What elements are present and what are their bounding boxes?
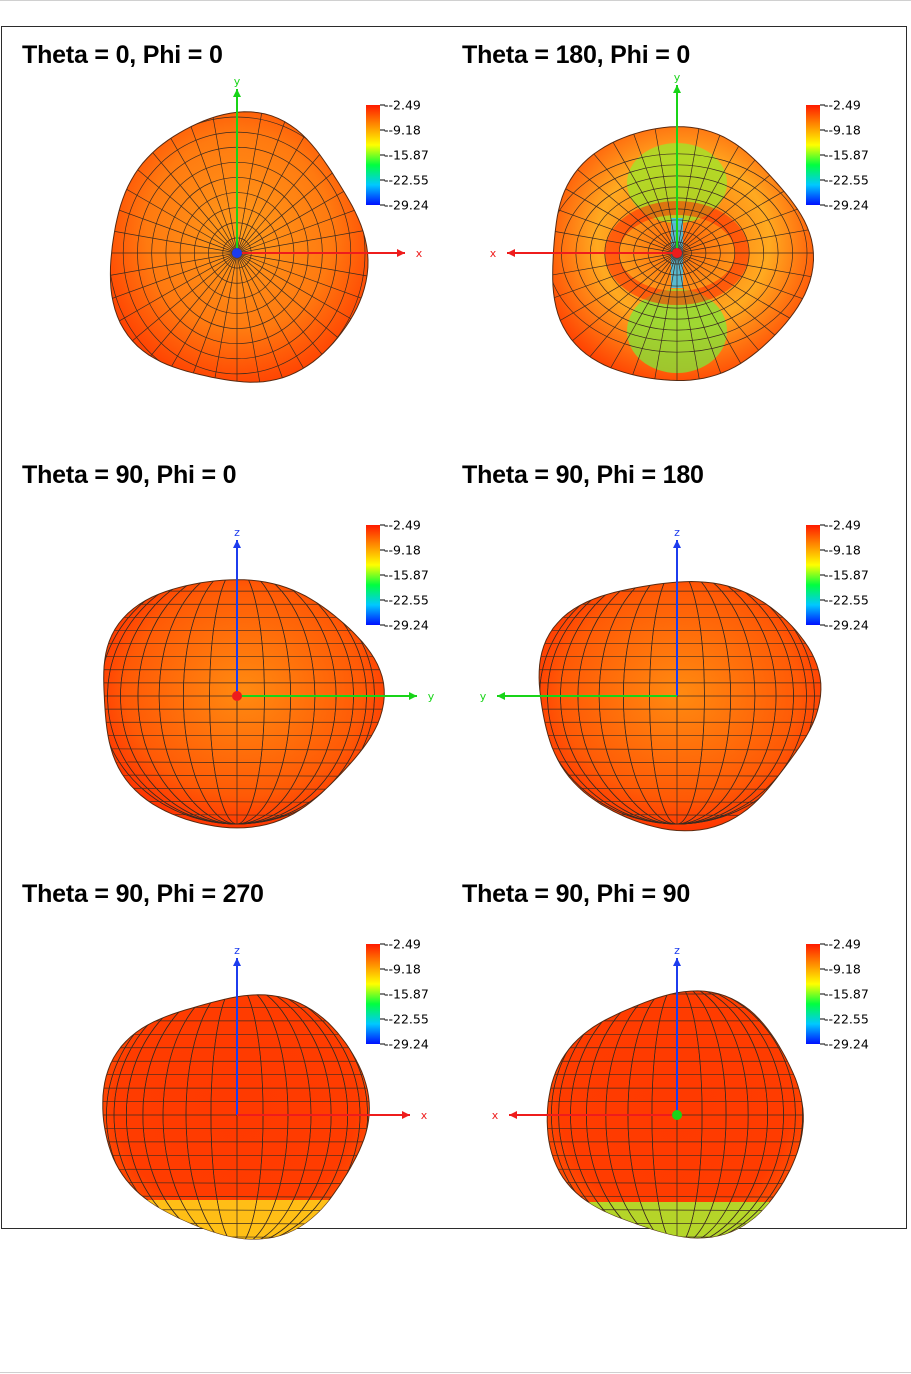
- colorbar-tick-label: --29.24: [384, 1037, 429, 1052]
- horizontal-axis-arrow: [409, 692, 417, 700]
- pattern-plot: y x --2.49 --9.18 --15.87 --22.55 --29.24: [109, 75, 429, 383]
- vertical-axis-label: z: [234, 526, 240, 539]
- vertical-axis-label: y: [674, 71, 681, 84]
- vertical-axis-label: z: [674, 526, 680, 539]
- vertical-axis-label: y: [234, 75, 241, 88]
- surface-mesh: [539, 581, 821, 825]
- figure-frame: Theta = 0, Phi = 0 y x --2.49 --9.18 --15.87 -…: [1, 26, 907, 1240]
- panel-title: Theta = 90, Phi = 0: [22, 461, 237, 489]
- horizontal-axis-label: x: [421, 1109, 428, 1122]
- colorbar-tick-label: --22.55: [384, 173, 429, 188]
- colorbar-tick-label: --2.49: [824, 518, 861, 533]
- colorbar: [806, 105, 820, 205]
- vertical-axis-label: z: [234, 944, 240, 957]
- bottom-rule: [0, 1372, 911, 1373]
- origin-marker: [672, 248, 682, 258]
- colorbar-tick-label: --22.55: [824, 173, 869, 188]
- colorbar: [806, 525, 820, 625]
- vertical-axis-arrow: [233, 958, 241, 966]
- pattern-panel: Theta = 0, Phi = 0 y x --2.49 --9.18 --15.87 -…: [22, 31, 462, 451]
- horizontal-axis-label: y: [480, 690, 487, 703]
- colorbar-tick-label: --29.24: [384, 198, 429, 213]
- horizontal-axis-arrow: [509, 1111, 517, 1119]
- colorbar-tick-label: --15.87: [384, 148, 429, 163]
- vertical-axis-arrow: [233, 89, 241, 97]
- pattern-panel: Theta = 180, Phi = 0 y x --2.49 --9.18 --15.8…: [462, 31, 902, 451]
- colorbar: [366, 944, 380, 1044]
- horizontal-axis-arrow: [497, 692, 505, 700]
- pattern-surface: [538, 580, 822, 832]
- colorbar-tick-label: --2.49: [384, 98, 421, 113]
- colorbar-tick-label: --29.24: [824, 1037, 869, 1052]
- colorbar-tick-label: --9.18: [384, 543, 421, 558]
- colorbar-tick-label: --15.87: [384, 987, 429, 1002]
- colorbar-tick-label: --15.87: [824, 987, 869, 1002]
- colorbar-tick-label: --29.24: [384, 618, 429, 633]
- colorbar-tick-label: --22.55: [824, 1012, 869, 1027]
- pattern-panel: Theta = 90, Phi = 180 z y --2.49 --9.18 --15.…: [462, 451, 902, 871]
- pattern-plot: z x --2.49 --9.18 --15.87 --22.55 --29.24: [102, 937, 429, 1240]
- pattern-panel: Theta = 90, Phi = 90 z x --2.49 --9.18 --15.8…: [462, 870, 902, 1290]
- vertical-axis-arrow: [233, 540, 241, 548]
- colorbar-tick-label: --2.49: [824, 98, 861, 113]
- horizontal-axis-arrow: [402, 1111, 410, 1119]
- colorbar-tick-label: --2.49: [384, 518, 421, 533]
- pattern-plot: z x --2.49 --9.18 --15.87 --22.55 --29.24: [492, 937, 869, 1239]
- colorbar-tick-label: --15.87: [824, 148, 869, 163]
- colorbar-tick-label: --15.87: [384, 568, 429, 583]
- colorbar-tick-label: --29.24: [824, 198, 869, 213]
- horizontal-axis-label: x: [490, 247, 497, 260]
- colorbar-tick-label: --2.49: [824, 937, 861, 952]
- colorbar-tick-label: --15.87: [824, 568, 869, 583]
- colorbar-tick-label: --9.18: [824, 123, 861, 138]
- origin-marker: [232, 691, 242, 701]
- colorbar-tick-label: --22.55: [384, 1012, 429, 1027]
- colorbar: [806, 944, 820, 1044]
- colorbar: [366, 525, 380, 625]
- horizontal-axis-label: x: [492, 1109, 499, 1122]
- vertical-axis-arrow: [673, 958, 681, 966]
- colorbar-tick-label: --22.55: [824, 593, 869, 608]
- pattern-panel: Theta = 90, Phi = 0 z y --2.49 --9.18 --15.87…: [22, 451, 462, 871]
- colorbar-tick-label: --9.18: [824, 543, 861, 558]
- vertical-axis-arrow: [673, 85, 681, 93]
- colorbar-tick-label: --29.24: [824, 618, 869, 633]
- panel-title: Theta = 90, Phi = 180: [462, 461, 704, 489]
- vertical-axis-label: z: [674, 944, 680, 957]
- horizontal-axis-label: x: [416, 247, 423, 260]
- panel-title: Theta = 180, Phi = 0: [462, 41, 691, 69]
- horizontal-axis-arrow: [397, 249, 405, 257]
- top-rule: [0, 0, 911, 1]
- origin-marker: [232, 248, 242, 258]
- panel-title: Theta = 90, Phi = 90: [462, 880, 691, 908]
- panel-title: Theta = 90, Phi = 270: [22, 880, 264, 908]
- pattern-plot: z y --2.49 --9.18 --15.87 --22.55 --29.24: [480, 518, 869, 832]
- colorbar-tick-label: --22.55: [384, 593, 429, 608]
- colorbar-tick-label: --9.18: [384, 962, 421, 977]
- pattern-panel: Theta = 90, Phi = 270 z x --2.49 --9.18 --15.…: [22, 870, 462, 1290]
- colorbar: [366, 105, 380, 205]
- origin-marker: [672, 1110, 682, 1120]
- horizontal-axis-arrow: [507, 249, 515, 257]
- horizontal-axis-label: y: [428, 690, 435, 703]
- vertical-axis-arrow: [673, 540, 681, 548]
- panel-title: Theta = 0, Phi = 0: [22, 41, 223, 69]
- colorbar-tick-label: --9.18: [384, 123, 421, 138]
- pattern-plot: z y --2.49 --9.18 --15.87 --22.55 --29.24: [103, 518, 435, 829]
- surface-mesh: [110, 111, 369, 383]
- colorbar-tick-label: --2.49: [384, 937, 421, 952]
- colorbar-tick-label: --9.18: [824, 962, 861, 977]
- pattern-plot: y x --2.49 --9.18 --15.87 --22.55 --29.24: [490, 71, 869, 381]
